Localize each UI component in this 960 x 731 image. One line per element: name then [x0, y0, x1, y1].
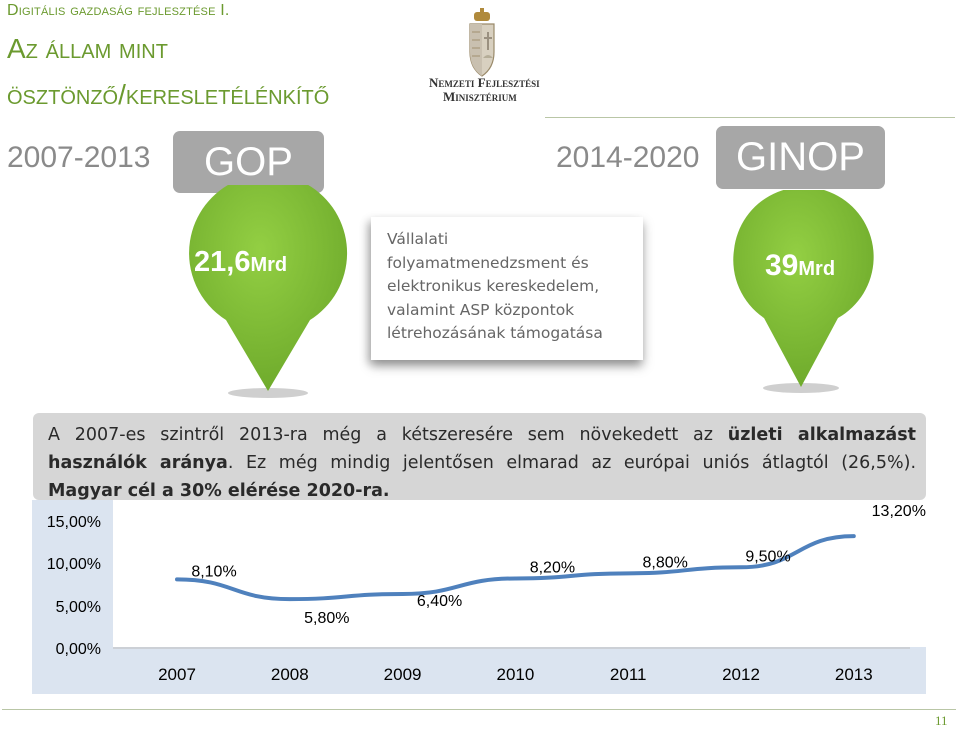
gop-label: GOP [173, 131, 324, 193]
y-tick-label: 5,00% [56, 599, 101, 616]
series-line [175, 534, 856, 602]
callout-line: létrehozásának támogatása [387, 324, 603, 342]
callout-line: Vállalati [387, 230, 449, 248]
callout-box [371, 217, 643, 360]
info-text-part: A 2007-es szintről 2013-ra még a kétszer… [48, 425, 728, 445]
info-box [33, 413, 926, 500]
data-label: 8,20% [530, 559, 575, 576]
right-amount-unit: Mrd [798, 258, 836, 280]
right-amount-value: 39 [765, 249, 799, 282]
page-number: 11 [935, 713, 948, 728]
info-text: A 2007-es szintről 2013-ra még a kétszer… [48, 421, 916, 505]
y-tick-label: 10,00% [47, 556, 101, 573]
left-amount-value: 21,6 [194, 246, 251, 278]
data-label: 6,40% [417, 593, 462, 610]
data-label: 8,10% [191, 563, 236, 580]
x-tick-label: 2010 [496, 665, 534, 684]
footer-divider [2, 709, 956, 710]
header-line-1: Digitális gazdaság fejlesztése I. [7, 2, 230, 19]
data-label: 9,50% [745, 548, 790, 565]
header-line-2: Az állam mint [7, 33, 168, 64]
chart-plot-area [113, 500, 926, 647]
coat-of-arms-icon [469, 8, 495, 77]
data-label: 5,80% [304, 610, 349, 627]
left-amount: 21,6Mrd [194, 246, 287, 279]
x-tick-label: 2008 [271, 665, 309, 684]
data-label: 13,20% [872, 503, 926, 520]
callout-text: Vállalati folyamatmenedzsment és elektro… [387, 228, 637, 346]
callout-line: elektronikus kereskedelem, [387, 277, 600, 295]
right-period: 2014-2020 [556, 141, 700, 174]
x-tick-label: 2012 [722, 665, 760, 684]
x-tick-label: 2013 [835, 665, 873, 684]
callout-line: valamint ASP központok [387, 300, 575, 319]
logo-line-2: Minisztérium [443, 89, 517, 104]
left-amount-unit: Mrd [250, 254, 288, 276]
ministry-logo-text: Nemzeti Fejlesztési Minisztérium [429, 76, 540, 104]
ginop-label: GINOP [716, 126, 885, 189]
info-text-bold: Magyar cél a 30% elérése 2020-ra. [48, 481, 390, 501]
logo-line-1: Nemzeti Fejlesztési [429, 75, 540, 90]
y-tick-label: 0,00% [56, 641, 101, 658]
x-tick-label: 2007 [158, 665, 196, 684]
y-tick-label: 15,00% [47, 514, 101, 531]
data-label: 8,80% [643, 554, 688, 571]
left-pin-icon [189, 185, 348, 398]
info-text-part: . Ez még mindig jelentősen elmarad az eu… [227, 453, 917, 473]
callout-line: folyamatmenedzsment és [387, 253, 589, 272]
header-line-3: ösztönző/keresletélénkítő [7, 79, 330, 110]
right-pin-icon [733, 190, 874, 393]
right-amount: 39Mrd [765, 249, 835, 283]
x-tick-label: 2011 [610, 665, 647, 684]
header-divider [545, 117, 955, 118]
x-tick-label: 2009 [384, 665, 422, 684]
info-text-bold: üzleti alkalmazást használók aránya [48, 425, 916, 473]
left-period: 2007-2013 [7, 141, 151, 174]
